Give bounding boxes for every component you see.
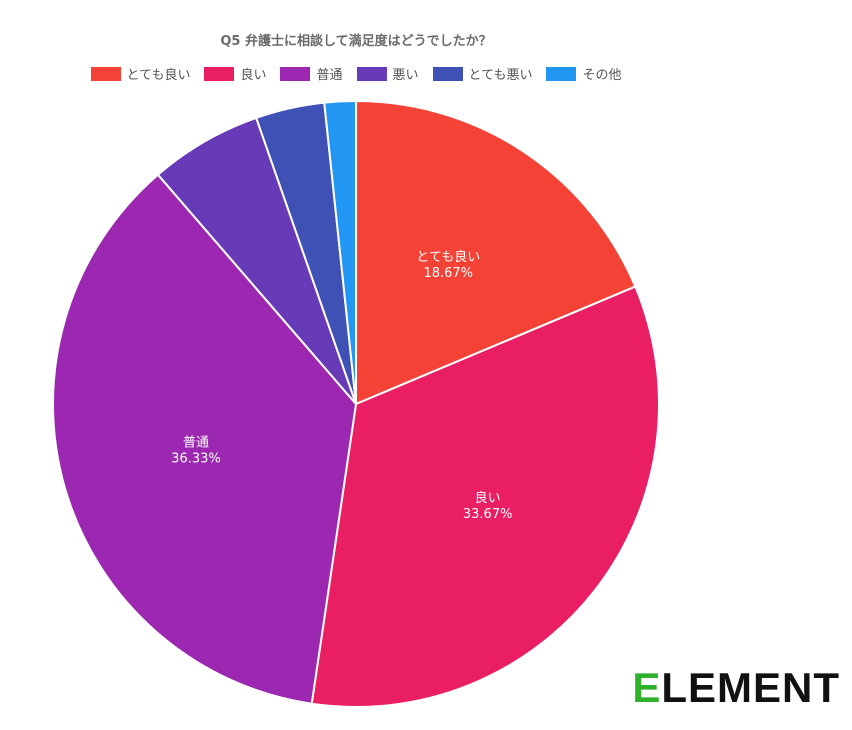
- chart-title: Q5 弁護士に相談して満足度はどうでしたか？: [220, 34, 492, 49]
- legend-item-futsuu[interactable]: 普通: [280, 64, 343, 83]
- pie-slice-sonota[interactable]: [323, 99, 357, 405]
- pie-slice-futsuu[interactable]: [52, 173, 358, 705]
- legend-label: とても悪い: [468, 68, 533, 83]
- legend-label: 悪い: [392, 68, 419, 83]
- legend-swatch: [204, 66, 235, 81]
- legend-label: 良い: [240, 68, 267, 83]
- chart-legend: とても良い 良い 普通 悪い とても悪い その他: [0, 64, 712, 83]
- slice-value-yoi: 33.67%: [463, 507, 513, 522]
- pie-slice-totemo-yoi[interactable]: [355, 99, 637, 406]
- legend-item-warui[interactable]: 悪い: [356, 64, 419, 83]
- slice-value-futsuu: 36.33%: [171, 452, 221, 467]
- legend-swatch: [546, 66, 577, 81]
- legend-swatch: [432, 66, 463, 81]
- slice-label-yoi: 良い: [475, 490, 501, 506]
- slice-label-totemo-yoi: とても良い: [416, 249, 480, 265]
- legend-swatch: [280, 66, 311, 81]
- legend-label: 普通: [316, 68, 343, 83]
- legend-item-totemo-yoi[interactable]: とても良い: [90, 64, 191, 83]
- legend-label: とても良い: [126, 68, 191, 83]
- legend-item-yoi[interactable]: 良い: [204, 64, 266, 83]
- legend-swatch: [356, 66, 387, 81]
- slice-label-futsuu: 普通: [183, 436, 209, 451]
- legend-swatch: [90, 66, 121, 81]
- legend-label: その他: [582, 68, 622, 83]
- pie-slice-yoi[interactable]: [310, 285, 660, 708]
- legend-item-sonota[interactable]: その他: [546, 64, 622, 83]
- element-logo: ELEMENT: [632, 664, 840, 711]
- legend-item-totemo-warui[interactable]: とても悪い: [432, 64, 533, 83]
- slice-value-totemo-yoi: 18.67%: [423, 266, 473, 281]
